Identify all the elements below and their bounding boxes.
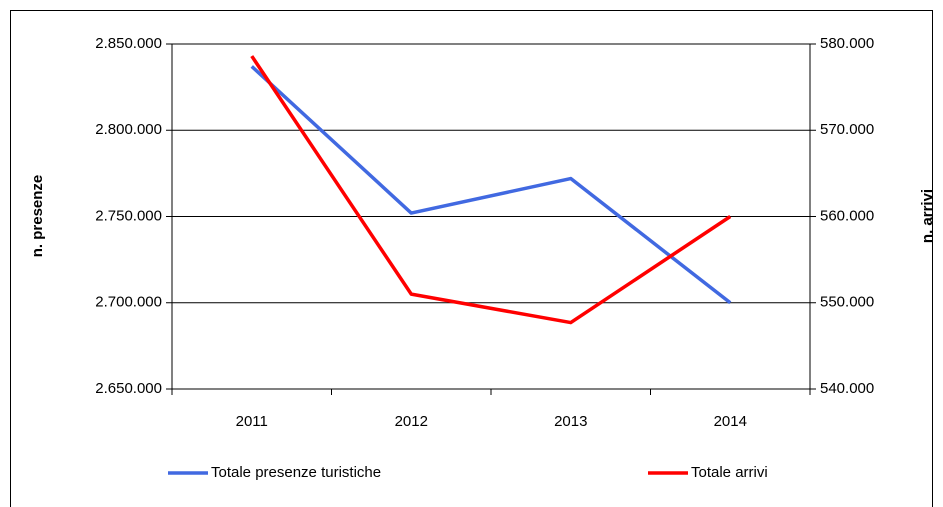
x-tick-label: 2012 [395, 413, 428, 430]
y-axis-title: n. presenze [29, 175, 46, 258]
y2-axis-title: n. arrivi [919, 189, 936, 243]
y2-tick-label: 580.000 [820, 35, 874, 52]
x-tick-label: 2011 [236, 413, 268, 430]
y-tick-label: 2.850.000 [95, 35, 162, 52]
y2-tick-label: 540.000 [820, 380, 874, 397]
y-tick-label: 2.650.000 [95, 380, 162, 397]
y-tick-label: 2.750.000 [95, 207, 162, 224]
y-tick-label: 2.800.000 [95, 121, 162, 138]
series-line [250, 55, 732, 325]
y2-tick-label: 570.000 [820, 121, 874, 138]
series-line [250, 65, 732, 305]
legend-label: Totale presenze turistiche [211, 464, 381, 481]
legend-label: Totale arrivi [691, 464, 768, 481]
x-tick-label: 2014 [714, 413, 747, 430]
chart-frame [10, 10, 933, 507]
x-tick-label: 2013 [554, 413, 587, 430]
y2-tick-label: 550.000 [820, 294, 874, 311]
y2-tick-label: 560.000 [820, 207, 874, 224]
y-tick-label: 2.700.000 [95, 294, 162, 311]
